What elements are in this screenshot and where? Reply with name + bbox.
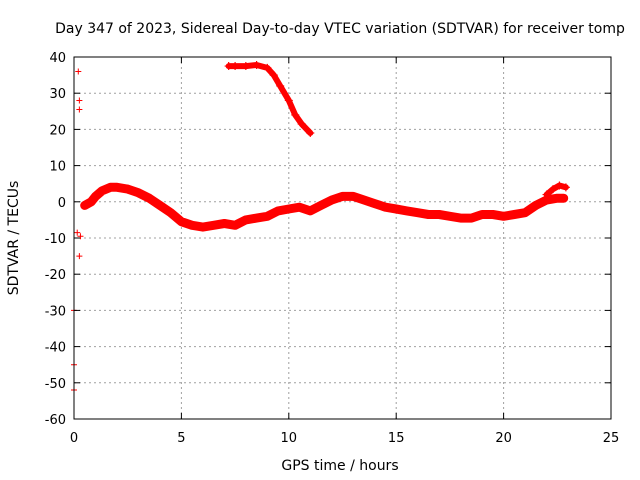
data-point-plus [252, 214, 261, 223]
data-point-plus [198, 223, 207, 232]
axis-ticks: 0 5 10 15 20 25 -60 -50 -40 -30 -20 -10 0 10 20 30 40 [45, 51, 620, 446]
data-point-plus [284, 205, 293, 214]
data-point-plus [359, 195, 368, 204]
data-point-plus [542, 190, 551, 199]
y-tick-label: -30 [45, 304, 66, 319]
series-band [543, 182, 569, 198]
data-point-plus [295, 203, 304, 212]
data-point-plus [274, 206, 283, 215]
chart-title: Day 347 of 2023, Sidereal Day-to-day VTE… [55, 21, 625, 37]
x-tick-label: 15 [388, 431, 405, 446]
series-band [225, 62, 314, 136]
data-point-plus [80, 201, 89, 210]
data-point-plus [435, 210, 444, 219]
data-point-plus [549, 185, 558, 194]
data-point-plus [276, 81, 285, 90]
x-tick-label: 0 [70, 431, 78, 446]
data-point-plus [77, 233, 84, 240]
data-point-plus [510, 210, 519, 219]
data-point-plus [349, 192, 358, 201]
y-tick-label: 30 [49, 87, 66, 102]
data-point-plus [87, 197, 96, 206]
data-point-plus [297, 119, 306, 128]
data-point-plus [134, 188, 143, 197]
y-tick-label: 10 [49, 160, 66, 175]
y-tick-label: -40 [45, 341, 66, 356]
data-point-plus [413, 208, 422, 217]
y-tick-label: 20 [49, 123, 66, 138]
data-point-plus [317, 201, 326, 210]
data-point-plus [445, 212, 454, 221]
data-point-plus [521, 208, 530, 217]
x-axis-label: GPS time / hours [281, 458, 398, 474]
x-tick-label: 20 [495, 431, 512, 446]
series-late-segment [542, 181, 570, 199]
y-axis-label: SDTVAR / TECUs [6, 181, 22, 296]
data-point-plus [381, 203, 390, 212]
data-point-plus [76, 97, 83, 104]
data-point-plus [306, 206, 315, 215]
series-outliers [71, 68, 84, 394]
data-series [71, 60, 570, 394]
data-point-plus [402, 206, 411, 215]
y-tick-label: -20 [45, 268, 66, 283]
data-point-plus [424, 210, 433, 219]
series-band [80, 182, 569, 232]
y-tick-label: -10 [45, 232, 66, 247]
data-point-plus [91, 192, 100, 201]
data-point-plus [291, 110, 300, 119]
data-point-plus [531, 201, 540, 210]
y-tick-label: 0 [58, 196, 66, 211]
series-upper-band [224, 60, 315, 138]
data-point-plus [499, 212, 508, 221]
y-tick-label: -60 [45, 413, 66, 428]
data-point-plus [488, 210, 497, 219]
data-point-plus [123, 185, 132, 194]
data-point-plus [231, 221, 240, 230]
data-point-plus [76, 253, 83, 260]
data-point-plus [338, 192, 347, 201]
data-point-plus [269, 71, 278, 80]
data-point-plus [97, 186, 106, 195]
data-point-plus [241, 215, 250, 224]
data-point-plus [75, 68, 82, 75]
data-point-plus [370, 199, 379, 208]
grid [74, 57, 611, 419]
series-main-band [80, 182, 569, 232]
data-point-plus [392, 205, 401, 214]
data-point-plus [456, 214, 465, 223]
data-point-plus [555, 181, 564, 190]
data-point-plus [284, 96, 293, 105]
x-tick-label: 5 [177, 431, 185, 446]
data-point-plus [306, 129, 315, 138]
data-point-plus [467, 214, 476, 223]
data-point-plus [263, 63, 272, 72]
data-point-plus [166, 208, 175, 217]
data-point-plus [177, 217, 186, 226]
data-point-plus [252, 60, 261, 69]
y-tick-label: 40 [49, 51, 66, 66]
data-point-plus [112, 183, 121, 192]
data-point-plus [76, 106, 83, 113]
data-point-plus [478, 210, 487, 219]
data-point-plus [220, 219, 229, 228]
data-point-plus [241, 62, 250, 71]
data-point-plus [327, 195, 336, 204]
data-point-plus [209, 221, 218, 230]
data-point-plus [145, 194, 154, 203]
data-point-plus [231, 62, 240, 71]
data-point-plus [155, 201, 164, 210]
x-tick-label: 25 [603, 431, 620, 446]
data-point-plus [561, 183, 570, 192]
y-tick-label: -50 [45, 377, 66, 392]
x-tick-label: 10 [281, 431, 298, 446]
data-point-plus [559, 194, 568, 203]
data-point-plus [74, 229, 81, 236]
data-point-plus [188, 221, 197, 230]
data-point-plus [263, 212, 272, 221]
